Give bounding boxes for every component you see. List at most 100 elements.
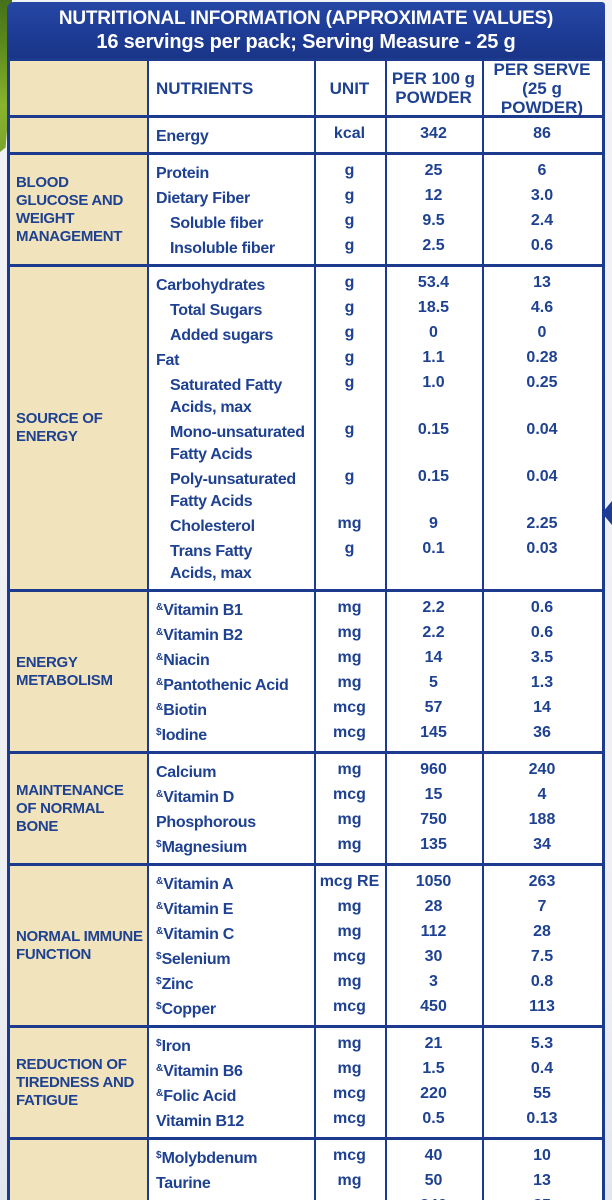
nutrient-row: &Folic Acid mcg 220 55 — [147, 1083, 602, 1108]
column-divider — [385, 155, 387, 264]
nutrient-name: Vitamin E — [163, 901, 234, 918]
nutrient-name: Copper — [161, 1001, 217, 1018]
value-per-serve: 3.0 — [530, 187, 554, 204]
value-per-serve: 7.5 — [530, 948, 554, 965]
value-per-100g: 53.4 — [417, 274, 450, 291]
value-per-serve: 85 — [482, 1195, 602, 1200]
value-per-100g: 9.5 — [422, 212, 445, 229]
table-section: NORMAL IMMUNE FUNCTION &Vitamin A mcg RE… — [10, 863, 602, 1025]
nutrient-name: Phosphorous — [156, 814, 256, 831]
nutrient-row: &Vitamin B2 mg 2.2 0.6 — [147, 622, 602, 647]
value-per-100g: 960 — [420, 761, 447, 778]
nutrient-unit: mg — [337, 973, 362, 990]
nutrient-row: Vitamin B12 mcg 0.5 0.13 — [147, 1108, 602, 1133]
column-divider — [147, 1028, 149, 1137]
nutrient-unit: mg — [337, 674, 362, 691]
value-per-serve: 5.3 — [530, 1035, 554, 1052]
value-per-100g: 340 — [385, 1195, 482, 1200]
nutrient-unit: g — [344, 324, 355, 341]
value-per-serve: 28 — [533, 923, 551, 940]
value-per-100g: 1050 — [415, 873, 452, 890]
nutrient-row: Fat g 1.1 0.28 — [147, 347, 602, 372]
column-divider — [147, 866, 149, 1025]
category-label: SOURCE OF ENERGY — [16, 410, 103, 445]
nutrient-name: Molybdenum — [161, 1150, 258, 1167]
table-section: Energy kcal 342 86 — [10, 115, 602, 152]
value-per-serve: 34 — [533, 836, 551, 853]
nutrient-unit: g — [344, 212, 355, 229]
column-divider — [314, 1028, 316, 1137]
nutrient-name: Poly-unsaturated Fatty Acids — [170, 471, 296, 510]
nutrient-name: Added sugars — [170, 327, 274, 344]
value-per-serve: 6 — [537, 162, 547, 179]
category-cell: OTHER NUTRIENTS — [10, 1140, 147, 1200]
nutrient-row: &Vitamin D mcg 15 4 — [147, 784, 602, 809]
column-divider — [385, 118, 387, 152]
value-per-serve: 0.8 — [530, 973, 554, 990]
value-per-serve: 7 — [537, 898, 547, 915]
nutrient-row: Carbohydrates g 53.4 13 — [147, 272, 602, 297]
value-per-100g: 2.2 — [422, 624, 445, 641]
nutrient-unit: g — [344, 468, 355, 485]
nutrient-row: Saturated Fatty Acids, max g 1.0 0.25 — [147, 372, 602, 419]
category-label: NORMAL IMMUNE FUNCTION — [16, 927, 143, 963]
nutrient-name: Dietary Fiber — [156, 190, 250, 207]
category-header-cell — [10, 61, 147, 115]
column-divider — [385, 592, 387, 751]
value-per-100g: 2.5 — [422, 237, 445, 254]
table-section: REDUCTION OF TIREDNESS AND FATIGUE $Iron… — [10, 1025, 602, 1137]
value-per-serve: 263 — [528, 873, 556, 890]
value-per-100g: 9 — [429, 515, 438, 532]
nutrient-row: &Niacin mg 14 3.5 — [147, 647, 602, 672]
column-divider — [385, 1028, 387, 1137]
nutrient-name: Vitamin B6 — [163, 1063, 243, 1080]
category-cell: SOURCE OF ENERGY — [10, 267, 147, 589]
section-rows: &Vitamin B1 mg 2.2 0.6 &Vitamin B2 mg 2.… — [147, 592, 602, 751]
column-divider — [482, 754, 484, 863]
footnote-marker: & — [156, 926, 164, 937]
nutrient-row: $Iodine mcg 145 36 — [147, 722, 602, 747]
nutrient-row: Trans Fatty Acids, max g 0.1 0.03 — [147, 538, 602, 585]
nutrition-table: NUTRIENTS UNIT PER 100 g POWDER PER SERV… — [7, 58, 605, 1200]
value-per-100g: 57 — [424, 699, 443, 716]
nutrient-unit: mg — [337, 515, 362, 532]
value-per-100g: 5 — [429, 674, 438, 691]
category-cell: NORMAL IMMUNE FUNCTION — [10, 866, 147, 1025]
footnote-marker: $ — [156, 839, 162, 850]
column-divider — [314, 866, 316, 1025]
column-divider — [314, 155, 316, 264]
nutrient-unit: mg — [337, 761, 362, 778]
value-per-serve: 0.04 — [526, 468, 558, 485]
column-divider — [314, 267, 316, 589]
column-divider — [482, 592, 484, 751]
footnote-marker: $ — [156, 1038, 162, 1049]
value-per-100g: 28 — [424, 898, 443, 915]
nutrient-name: Vitamin B2 — [163, 627, 243, 644]
nutrient-name: Cholesterol — [170, 518, 255, 535]
nutrient-name: Folic Acid — [163, 1088, 237, 1105]
nutrient-name: Vitamin D — [163, 789, 235, 806]
value-per-100g: 0 — [429, 324, 438, 341]
nutrient-unit: mg — [337, 599, 362, 616]
value-per-100g: 0.15 — [417, 421, 450, 438]
nutrient-unit: mg — [314, 1195, 385, 1200]
nutrient-name: Protein — [156, 165, 210, 182]
nutrient-row: Poly-unsaturated Fatty Acids g 0.15 0.04 — [147, 466, 602, 513]
column-divider — [147, 155, 149, 264]
nutrient-row: &Vitamin C mg 112 28 — [147, 921, 602, 946]
nutrient-unit: mcg — [333, 724, 366, 741]
nutrient-name: Niacin — [163, 652, 210, 669]
value-per-serve: 55 — [533, 1085, 551, 1102]
column-divider — [147, 61, 149, 115]
nutrient-unit: g — [344, 237, 355, 254]
value-per-serve: 0.6 — [530, 599, 554, 616]
section-rows: &Vitamin A mcg RE 1050 263 &Vitamin E mg… — [147, 866, 602, 1025]
nutrient-row: Energy kcal 342 86 — [147, 123, 602, 148]
value-per-100g: 30 — [424, 948, 443, 965]
section-rows: Protein g 25 6 Dietary Fiber g 12 3.0 So… — [147, 155, 602, 264]
nutrient-row: Total Sugars g 18.5 4.6 — [147, 297, 602, 322]
footnote-marker: & — [156, 702, 164, 713]
column-divider — [385, 61, 387, 115]
nutrient-row: Sodium mg 340 85 — [147, 1195, 602, 1200]
nutrient-row: Insoluble fiber g 2.5 0.6 — [147, 235, 602, 260]
